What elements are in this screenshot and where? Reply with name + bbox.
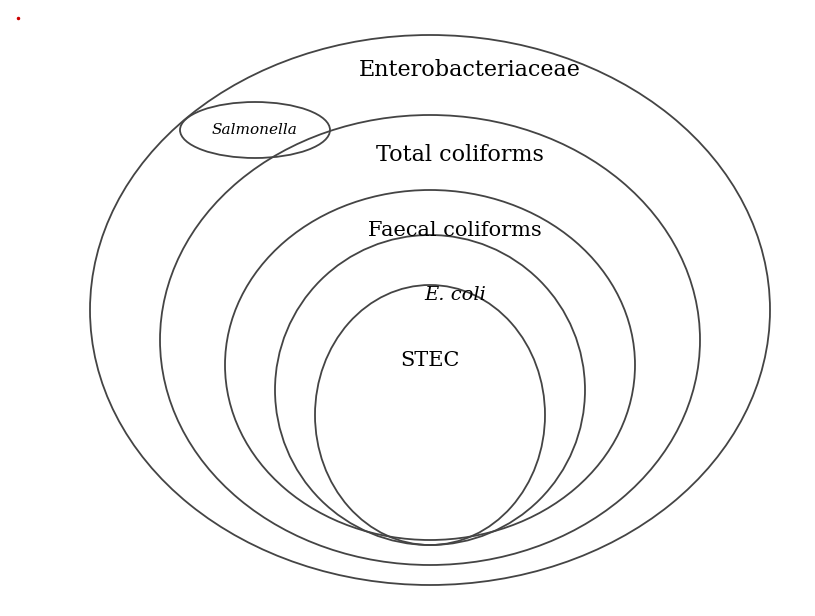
- Text: Salmonella: Salmonella: [212, 123, 298, 137]
- Text: Enterobacteriaceae: Enterobacteriaceae: [359, 59, 581, 81]
- Text: Faecal coliforms: Faecal coliforms: [368, 221, 542, 240]
- Text: E. coli: E. coli: [424, 286, 486, 304]
- Text: STEC: STEC: [400, 351, 460, 370]
- Text: Total coliforms: Total coliforms: [376, 144, 544, 166]
